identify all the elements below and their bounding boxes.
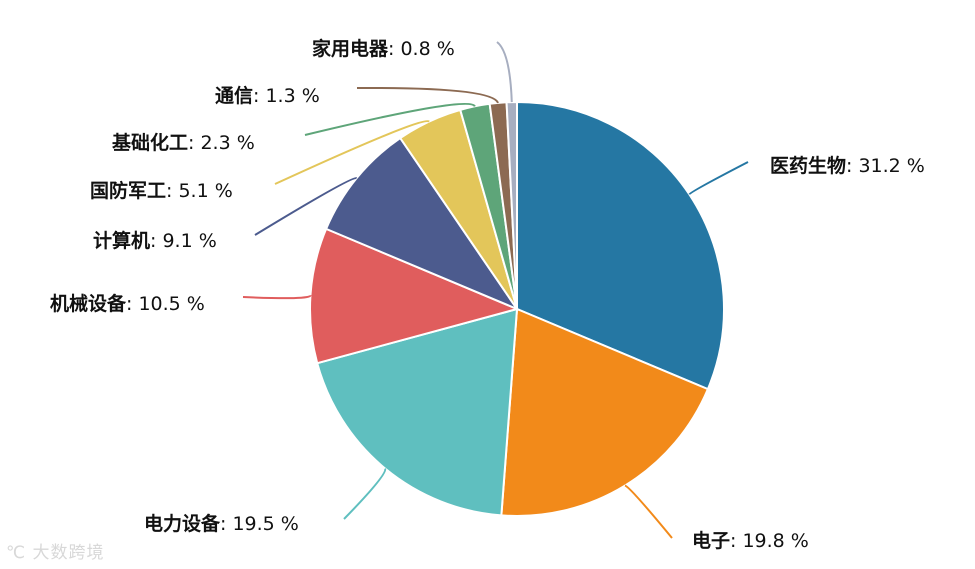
leader-line: [304, 102, 476, 136]
label-leader-lines: [242, 41, 749, 539]
slice-label-name: 电子: [692, 529, 730, 552]
slice-label-name: 电力设备: [144, 512, 221, 535]
watermark-text: 大数跨境: [32, 543, 105, 563]
slice-label-value: : 0.8 %: [388, 38, 455, 60]
pie-slice: [324, 136, 520, 312]
slice-label-name: 基础化工: [111, 131, 188, 154]
slice-label-name: 计算机: [93, 229, 150, 252]
slice-label: 电子: 19.8 %: [692, 529, 809, 552]
slice-label: 国防军工: 5.1 %: [90, 179, 233, 202]
slice-label-value: : 19.5 %: [220, 513, 299, 535]
leader-line: [343, 468, 387, 520]
pie-slice: [500, 307, 710, 517]
leader-line: [496, 41, 513, 103]
watermark: ℃ 大数跨境: [6, 538, 105, 563]
logo-icon: ℃: [6, 543, 27, 563]
slice-labels: 医药生物: 31.2 %电子: 19.8 %电力设备: 19.5 %机械设备: …: [50, 37, 925, 552]
leader-line: [274, 120, 430, 185]
pie-slice: [505, 100, 518, 310]
pie-slices: [309, 100, 725, 517]
slice-label: 通信: 1.3 %: [215, 84, 320, 107]
slice-label-value: : 9.1 %: [150, 230, 217, 252]
leader-line: [688, 161, 749, 196]
leader-line: [624, 484, 673, 539]
slice-label-value: : 2.3 %: [188, 132, 255, 154]
slice-label-name: 通信: [215, 84, 253, 107]
slice-label-value: : 10.5 %: [126, 293, 205, 315]
slice-label-value: : 5.1 %: [166, 180, 233, 202]
slice-label: 机械设备: 10.5 %: [50, 292, 205, 315]
slice-label: 计算机: 9.1 %: [93, 229, 217, 252]
leader-line: [242, 294, 312, 300]
slice-label: 基础化工: 2.3 %: [111, 131, 255, 154]
leader-line: [254, 177, 358, 236]
slice-label-name: 家用电器: [312, 37, 389, 60]
slice-label-name: 机械设备: [50, 292, 127, 315]
slice-label-value: : 19.8 %: [730, 530, 809, 552]
leader-line: [356, 86, 500, 104]
slice-label: 医药生物: 31.2 %: [770, 154, 925, 177]
slice-label: 电力设备: 19.5 %: [144, 512, 299, 535]
pie-slice: [516, 100, 725, 391]
slice-label-value: : 31.2 %: [846, 155, 925, 177]
slice-label: 家用电器: 0.8 %: [312, 37, 455, 60]
slice-label-name: 医药生物: [770, 154, 846, 177]
slice-label-name: 国防军工: [90, 179, 166, 202]
slice-label-value: : 1.3 %: [253, 85, 320, 107]
